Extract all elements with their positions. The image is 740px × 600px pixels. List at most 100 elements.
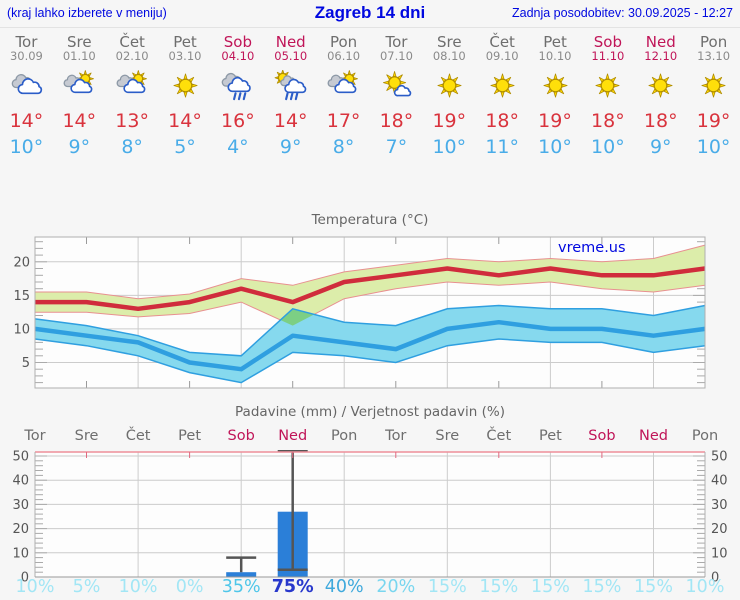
header-divider — [0, 27, 740, 28]
temp-min: 11° — [485, 136, 519, 158]
day-column-7[interactable]: Tor 07.10 18° 7° — [370, 28, 423, 159]
partly-cloudy-icon — [106, 70, 159, 106]
partly-cloudy-icon — [116, 70, 147, 94]
sunny-icon — [595, 73, 620, 98]
temp-max: 19° — [538, 110, 572, 132]
precip-day-label: Sre — [75, 428, 99, 444]
precip-day-label: Čet — [126, 426, 151, 444]
precip-probability: 15% — [479, 577, 518, 597]
page-title: Zagreb 14 dni — [314, 3, 426, 22]
rain-icon — [211, 70, 264, 106]
precip-probability: 15% — [531, 577, 570, 597]
day-name: Čet — [489, 33, 515, 51]
mostly-sunny-icon — [382, 71, 412, 97]
day-date: 13.10 — [697, 49, 731, 63]
precip-probability: 15% — [582, 577, 621, 597]
temp-max: 13° — [115, 110, 149, 132]
day-date: 09.10 — [485, 49, 519, 63]
precip-day-label: Pon — [331, 428, 357, 444]
sunny-icon — [159, 70, 212, 106]
day-column-5[interactable]: Ned 05.10 14° 9° — [264, 28, 317, 159]
partly-cloudy-icon — [53, 70, 106, 106]
day-date: 08.10 — [432, 49, 466, 63]
precip-day-label: Pet — [178, 428, 201, 444]
temp-min: 9° — [649, 136, 672, 158]
last-update: Zadnja posodobitev: 30.09.2025 - 12:27 — [511, 6, 733, 20]
day-name: Pet — [173, 33, 197, 51]
precip-ytick-right: 20 — [711, 522, 728, 537]
temp-ytick-label: 15 — [13, 289, 30, 304]
day-date: 01.10 — [62, 49, 96, 63]
temp-max: 18° — [485, 110, 519, 132]
day-column-0[interactable]: Tor 30.09 14° 10° — [0, 28, 53, 159]
day-name: Sre — [437, 33, 462, 51]
temp-min: 9° — [279, 136, 302, 158]
day-column-9[interactable]: Čet 09.10 18° 11° — [476, 28, 529, 159]
day-date: 11.10 — [591, 49, 625, 63]
day-name: Tor — [385, 33, 408, 51]
cloudy-icon — [0, 70, 53, 106]
day-column-3[interactable]: Pet 03.10 14° 5° — [159, 28, 212, 159]
temp-max: 14° — [168, 110, 202, 132]
watermark-link[interactable]: vreme.us — [558, 240, 626, 256]
cloudy-icon — [11, 74, 43, 95]
precip-day-label: Sre — [435, 428, 459, 444]
day-date: 07.10 — [379, 49, 413, 63]
precip-day-label: Tor — [384, 428, 406, 444]
temperature-chart: 5 10 15 20 vreme.us — [13, 236, 706, 389]
precip-probability: 40% — [325, 577, 364, 597]
day-column-2[interactable]: Čet 02.10 13° 8° — [106, 28, 159, 159]
precip-bar — [226, 572, 257, 577]
temp-max: 18° — [643, 110, 678, 132]
day-date: 06.10 — [327, 49, 361, 63]
day-name: Sob — [223, 33, 252, 51]
day-name: Pet — [543, 33, 567, 51]
day-column-13[interactable]: Pon 13.10 19° 10° — [687, 28, 740, 159]
page-header: (kraj lahko izberete v meniju) Zagreb 14… — [0, 0, 740, 26]
temp-min: 10° — [538, 136, 572, 158]
sunny-icon — [172, 73, 198, 98]
day-date: 04.10 — [221, 49, 255, 63]
day-column-1[interactable]: Sre 01.10 14° 9° — [53, 28, 106, 159]
precip-ytick-left: 10 — [12, 546, 29, 561]
temp-max: 19° — [432, 110, 467, 132]
precip-day-label: Tor — [23, 428, 45, 444]
menu-hint: (kraj lahko izberete v meniju) — [7, 6, 167, 20]
precip-probability: 10% — [119, 577, 158, 597]
day-column-4[interactable]: Sob 04.10 16° 4° — [211, 28, 264, 159]
partly-cloudy-icon — [327, 70, 359, 94]
tmax-line — [35, 266, 706, 312]
precip-ytick-left: 30 — [12, 498, 29, 513]
precip-probability: 5% — [73, 577, 101, 597]
precip-ytick-right: 40 — [711, 474, 728, 489]
precip-day-label: Čet — [486, 426, 511, 444]
day-column-12[interactable]: Ned 12.10 18° 9° — [634, 28, 687, 159]
precip-ytick-left: 0 — [21, 571, 29, 586]
precip-probability: 15% — [428, 577, 467, 597]
sunny-icon — [476, 70, 529, 106]
day-name: Sob — [593, 33, 622, 51]
precip-day-label: Sob — [588, 428, 615, 444]
sunny-icon — [529, 70, 582, 106]
day-name: Ned — [645, 33, 676, 51]
sunny-icon — [687, 70, 740, 106]
day-column-10[interactable]: Pet 10.10 19° 10° — [529, 28, 582, 159]
temp-min: 8° — [121, 136, 143, 158]
day-column-8[interactable]: Sre 08.10 19° 10° — [423, 28, 476, 159]
tmin-line — [34, 319, 706, 372]
precip-chart-title: Padavine (mm) / Verjetnost padavin (%) — [235, 404, 505, 420]
precip-probability: 10% — [686, 577, 725, 597]
precip-day-label: Sob — [228, 428, 255, 444]
day-column-6[interactable]: Pon 06.10 17° 8° — [317, 28, 370, 159]
temp-max: 14° — [273, 110, 308, 132]
day-name: Čet — [119, 33, 145, 51]
sunny-icon — [701, 73, 726, 98]
precip-probability: 75% — [272, 577, 314, 597]
sun-rain-icon — [264, 69, 317, 106]
day-column-11[interactable]: Sob 11.10 18° 10° — [581, 28, 634, 159]
day-date: 03.10 — [168, 49, 202, 63]
precip-day-label: Ned — [278, 428, 307, 444]
day-date: 30.09 — [9, 49, 43, 63]
sunny-icon — [490, 73, 515, 98]
precip-ytick-right: 0 — [711, 571, 719, 586]
